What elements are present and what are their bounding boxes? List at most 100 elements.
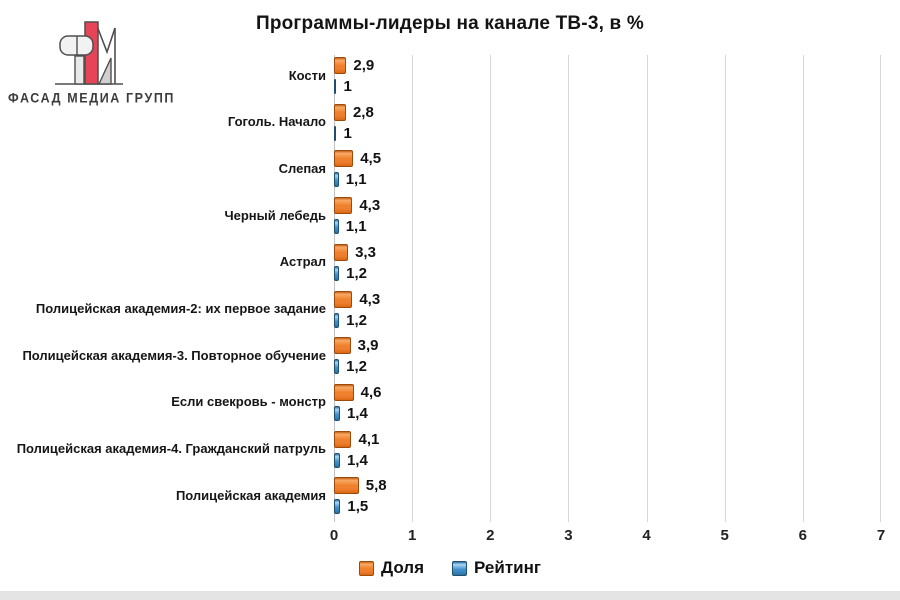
chart-title: Программы-лидеры на канале ТВ-3, в % (255, 13, 645, 34)
bar-row: Астрал 3,3 1,2 (0, 242, 881, 289)
legend-label: Рейтинг (474, 558, 541, 577)
bar-Доля (334, 477, 359, 495)
bar-Рейтинг (334, 312, 340, 328)
bar-group: 2,9 1 (334, 55, 881, 102)
value-label: 4,6 (360, 383, 382, 401)
bar-Рейтинг (334, 499, 341, 515)
company-logo-text: ФАСАД МЕДИА ГРУПП (8, 90, 176, 106)
bar-line-Рейтинг: 1,2 (334, 358, 367, 375)
bar-row: Если свекровь - монстр 4,6 1,4 (0, 382, 881, 429)
bar-Доля (334, 57, 347, 74)
x-axis: 0 1 2 3 4 5 6 7 (330, 527, 885, 545)
value-label: 4,3 (359, 197, 381, 215)
value-label: 1 (343, 124, 352, 142)
bar-group: 4,3 1,2 (334, 289, 881, 336)
bar-row: Полицейская академия-2: их первое задани… (0, 289, 881, 336)
bar-Доля (334, 243, 349, 261)
bar-line-Рейтинг: 1,2 (334, 264, 367, 282)
bar-line-Рейтинг: 1,5 (334, 498, 368, 515)
value-label: 1,5 (347, 498, 369, 516)
bar-Доля (334, 150, 354, 168)
gridline-5 (724, 55, 726, 522)
bar-group: 3,3 1,2 (334, 242, 881, 289)
bar-line-Доля: 3,9 (334, 337, 378, 355)
value-label: 4,3 (359, 290, 381, 308)
value-label: 4,1 (358, 430, 380, 448)
bar-Рейтинг (334, 219, 339, 235)
bar-rows: Кости 2,9 1 Гоголь. Начало 2,8 1 Слепая 4,5 1,1 Ч… (0, 55, 881, 522)
bar-group: 4,3 1,1 (334, 195, 881, 242)
bar-row: Гоголь. Начало 2,8 1 (0, 102, 881, 149)
x-tick-label: 7 (876, 527, 886, 544)
bar-line-Рейтинг: 1,1 (334, 171, 367, 189)
bar-line-Доля: 3,3 (334, 243, 376, 261)
value-label: 5,8 (365, 477, 387, 495)
company-logo-icon (55, 21, 123, 85)
bar-group: 2,8 1 (334, 102, 881, 149)
bar-Рейтинг (334, 265, 340, 281)
gridline-2 (490, 55, 492, 522)
x-tick-label: 1 (407, 527, 417, 544)
bar-line-Доля: 4,1 (334, 430, 379, 448)
bar-Доля (334, 103, 346, 121)
bar-group: 3,9 1,2 (334, 335, 881, 382)
x-tick-label: 5 (720, 527, 729, 544)
bar-line-Рейтинг: 1,4 (334, 452, 368, 469)
bar-group: 4,1 1,4 (334, 429, 881, 476)
bar-line-Доля: 4,5 (334, 150, 381, 168)
x-tick-label: 3 (564, 527, 573, 544)
bar-Доля (334, 197, 353, 215)
category-label: Если свекровь - монстр (171, 394, 326, 410)
legend-swatch-icon (452, 560, 468, 576)
value-label: 1,4 (346, 404, 368, 422)
bar-row: Слепая 4,5 1,1 (0, 148, 881, 195)
legend-item-Рейтинг: Рейтинг (452, 558, 541, 578)
bar-line-Доля: 4,6 (334, 383, 381, 401)
bar-line-Рейтинг: 1,1 (334, 218, 367, 236)
footer-strip (0, 591, 900, 600)
bar-Доля (334, 430, 352, 448)
legend: Доля Рейтинг (0, 558, 900, 578)
bar-line-Рейтинг: 1 (334, 124, 352, 142)
bar-line-Доля: 2,9 (334, 57, 374, 74)
bar-Рейтинг (334, 359, 340, 375)
category-label: Астрал (279, 254, 326, 270)
value-label: 1,1 (345, 218, 367, 236)
category-label: Полицейская академия (175, 487, 326, 503)
plot-area: Кости 2,9 1 Гоголь. Начало 2,8 1 Слепая 4,5 1,1 Ч… (0, 55, 881, 522)
value-label: 1,2 (346, 264, 367, 282)
bar-line-Доля: 2,8 (334, 103, 374, 121)
value-label: 2,9 (353, 57, 375, 74)
bar-group: 4,6 1,4 (334, 382, 881, 429)
gridline-4 (646, 55, 648, 522)
value-label: 2,8 (352, 103, 374, 121)
value-label: 3,9 (357, 337, 379, 355)
value-label: 1,4 (346, 451, 368, 469)
gridline-3 (568, 55, 570, 522)
gridline-layer (334, 55, 881, 522)
category-label: Кости (288, 67, 326, 83)
bar-Рейтинг (334, 125, 337, 141)
legend-item-Доля: Доля (359, 558, 424, 578)
value-label: 1 (343, 78, 352, 95)
bar-line-Доля: 5,8 (334, 477, 387, 495)
x-tick-label: 4 (642, 527, 651, 544)
bar-line-Рейтинг: 1,4 (334, 405, 368, 422)
bar-group: 5,8 1,5 (334, 475, 881, 522)
category-label: Черный лебедь (224, 207, 326, 223)
gridline-7 (880, 55, 881, 522)
bar-row: Полицейская академия-3. Повторное обучен… (0, 335, 881, 382)
x-tick-label: 6 (798, 527, 808, 544)
bar-line-Доля: 4,3 (334, 290, 380, 308)
bar-row: Черный лебедь 4,3 1,1 (0, 195, 881, 242)
value-label: 3,3 (355, 243, 376, 261)
x-tick-label: 0 (329, 527, 339, 544)
legend-label: Доля (381, 558, 425, 577)
x-tick-label: 2 (486, 527, 495, 544)
bar-Рейтинг (334, 405, 340, 421)
value-label: 1,1 (345, 171, 367, 189)
gridline-1 (412, 55, 414, 522)
gridline-0 (334, 55, 335, 522)
bar-Доля (334, 337, 351, 355)
